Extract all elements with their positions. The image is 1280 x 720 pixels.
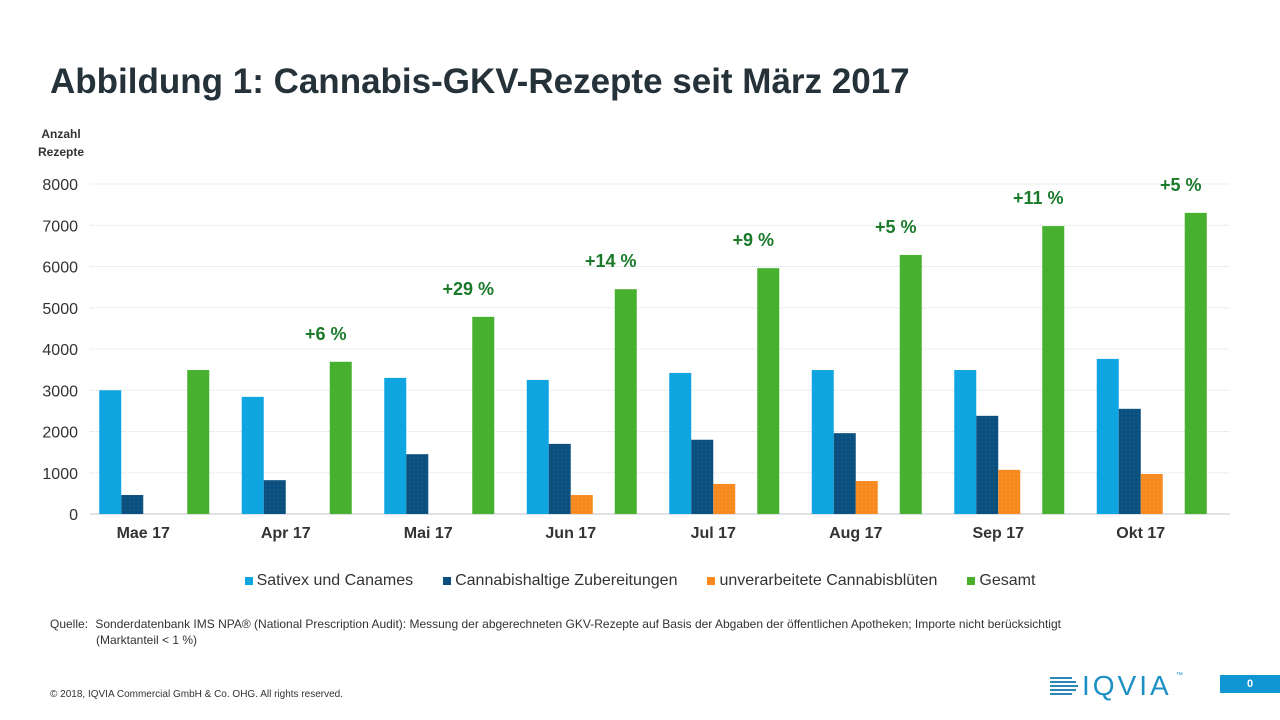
x-tick-label: Mae 17 bbox=[117, 525, 170, 542]
bar-sativex bbox=[241, 396, 264, 514]
legend-label: Gesamt bbox=[979, 572, 1036, 589]
bar-sativex bbox=[384, 377, 407, 514]
bar-blueten bbox=[855, 481, 878, 514]
x-tick-label: Sep 17 bbox=[972, 525, 1024, 542]
growth-label: +9 % bbox=[732, 230, 774, 250]
bar-zubereitungen bbox=[976, 415, 999, 514]
bar-gesamt bbox=[472, 316, 495, 514]
growth-label: +14 % bbox=[585, 251, 637, 271]
bar-gesamt bbox=[1184, 212, 1207, 514]
bar-gesamt bbox=[614, 289, 637, 514]
legend-item: Sativex und Canames bbox=[244, 572, 414, 590]
bar-blueten bbox=[570, 495, 593, 514]
legend-item: unverarbeitete Cannabisblüten bbox=[707, 572, 937, 590]
y-tick-label: 4000 bbox=[42, 342, 78, 359]
source-text: Sonderdatenbank IMS NPA® (National Presc… bbox=[95, 617, 1061, 631]
x-tick-labels: Mae 17 Apr 17 Mai 17 Jun 17 Jul 17 Aug 17 Sep … bbox=[117, 525, 1166, 542]
bar-sativex bbox=[1096, 358, 1119, 514]
logo-trademark: ™ bbox=[1175, 672, 1183, 679]
y-tick-label: 1000 bbox=[42, 466, 78, 483]
legend-swatch bbox=[967, 577, 976, 585]
gridlines bbox=[90, 183, 1230, 515]
bar-gesamt bbox=[187, 370, 210, 514]
bar-zubereitungen bbox=[691, 439, 714, 514]
bar-sativex bbox=[954, 370, 977, 514]
bar-zubereitungen bbox=[406, 454, 429, 514]
bar-sativex bbox=[669, 372, 692, 514]
bar-sativex bbox=[526, 379, 549, 514]
y-tick-label: 2000 bbox=[42, 425, 78, 442]
legend-label: Cannabishaltige Zubereitungen bbox=[455, 572, 678, 589]
bar-sativex bbox=[99, 390, 122, 514]
legend-swatch bbox=[443, 577, 452, 585]
growth-label: +11 % bbox=[1013, 188, 1064, 208]
bar-gesamt bbox=[757, 268, 780, 514]
x-tick-label: Aug 17 bbox=[829, 525, 882, 542]
y-tick-labels: 0 1000 2000 3000 4000 5000 6000 7000 8000 bbox=[42, 177, 78, 524]
bar-gesamt bbox=[1042, 226, 1065, 514]
growth-label: +5 % bbox=[875, 217, 917, 237]
bar-sativex bbox=[811, 370, 834, 514]
legend-item: Cannabishaltige Zubereitungen bbox=[443, 572, 677, 590]
bar-zubereitungen bbox=[833, 433, 856, 514]
y-tick-label: 7000 bbox=[42, 218, 78, 235]
y-tick-label: 6000 bbox=[42, 260, 78, 277]
bar-blueten bbox=[998, 469, 1021, 514]
source-note: Quelle: Sonderdatenbank IMS NPA® (Nation… bbox=[50, 616, 1200, 648]
y-tick-label: 3000 bbox=[42, 383, 78, 400]
bars bbox=[99, 212, 1207, 514]
source-label: Quelle: bbox=[50, 617, 89, 631]
legend: Sativex und Canames Cannabishaltige Zuber… bbox=[0, 572, 1280, 590]
legend-swatch bbox=[244, 577, 253, 585]
bar-zubereitungen bbox=[548, 443, 571, 514]
bar-chart: 0 1000 2000 3000 4000 5000 6000 7000 8000 Mae 17… bbox=[42, 175, 1230, 542]
bar-blueten bbox=[713, 483, 736, 514]
bar-zubereitungen bbox=[121, 495, 144, 514]
bar-blueten bbox=[1140, 473, 1163, 514]
growth-annotations: +6 % +29 % +14 % +9 % +5 % +11 % +5 % bbox=[305, 175, 1202, 344]
x-tick-label: Jun 17 bbox=[545, 525, 596, 542]
bar-zubereitungen bbox=[1118, 408, 1141, 514]
growth-label: +29 % bbox=[442, 279, 494, 299]
bar-gesamt bbox=[899, 254, 922, 514]
chart-title: Abbildung 1: Cannabis-GKV-Rezepte seit M… bbox=[50, 62, 910, 101]
y-tick-label: 8000 bbox=[42, 177, 78, 194]
x-tick-label: Apr 17 bbox=[261, 525, 311, 542]
x-tick-label: Okt 17 bbox=[1116, 525, 1165, 542]
bar-gesamt bbox=[329, 361, 352, 514]
iqvia-logo: IQVIA ™ bbox=[1050, 670, 1183, 702]
x-tick-label: Jul 17 bbox=[691, 525, 736, 542]
y-tick-label: 0 bbox=[69, 507, 78, 524]
y-tick-label: 5000 bbox=[42, 301, 78, 318]
y-axis-label-line2: Rezepte bbox=[38, 145, 85, 159]
legend-label: Sativex und Canames bbox=[256, 572, 414, 589]
logo-text: IQVIA bbox=[1082, 670, 1172, 701]
copyright: © 2018, IQVIA Commercial GmbH & Co. OHG.… bbox=[50, 689, 344, 700]
legend-item: Gesamt bbox=[967, 572, 1035, 590]
source-text-2: (Marktanteil < 1 %) bbox=[96, 633, 198, 647]
page-number: 0 bbox=[1220, 675, 1280, 693]
bar-zubereitungen bbox=[263, 480, 286, 514]
growth-label: +6 % bbox=[305, 324, 347, 344]
logo-lines-icon bbox=[1050, 677, 1078, 695]
y-axis-label: Anzahl Rezepte bbox=[38, 125, 84, 161]
y-axis-label-line1: Anzahl bbox=[41, 127, 81, 141]
legend-swatch bbox=[707, 577, 716, 585]
growth-label: +5 % bbox=[1160, 175, 1202, 195]
legend-label: unverarbeitete Cannabisblüten bbox=[719, 572, 938, 589]
x-tick-label: Mai 17 bbox=[404, 525, 453, 542]
